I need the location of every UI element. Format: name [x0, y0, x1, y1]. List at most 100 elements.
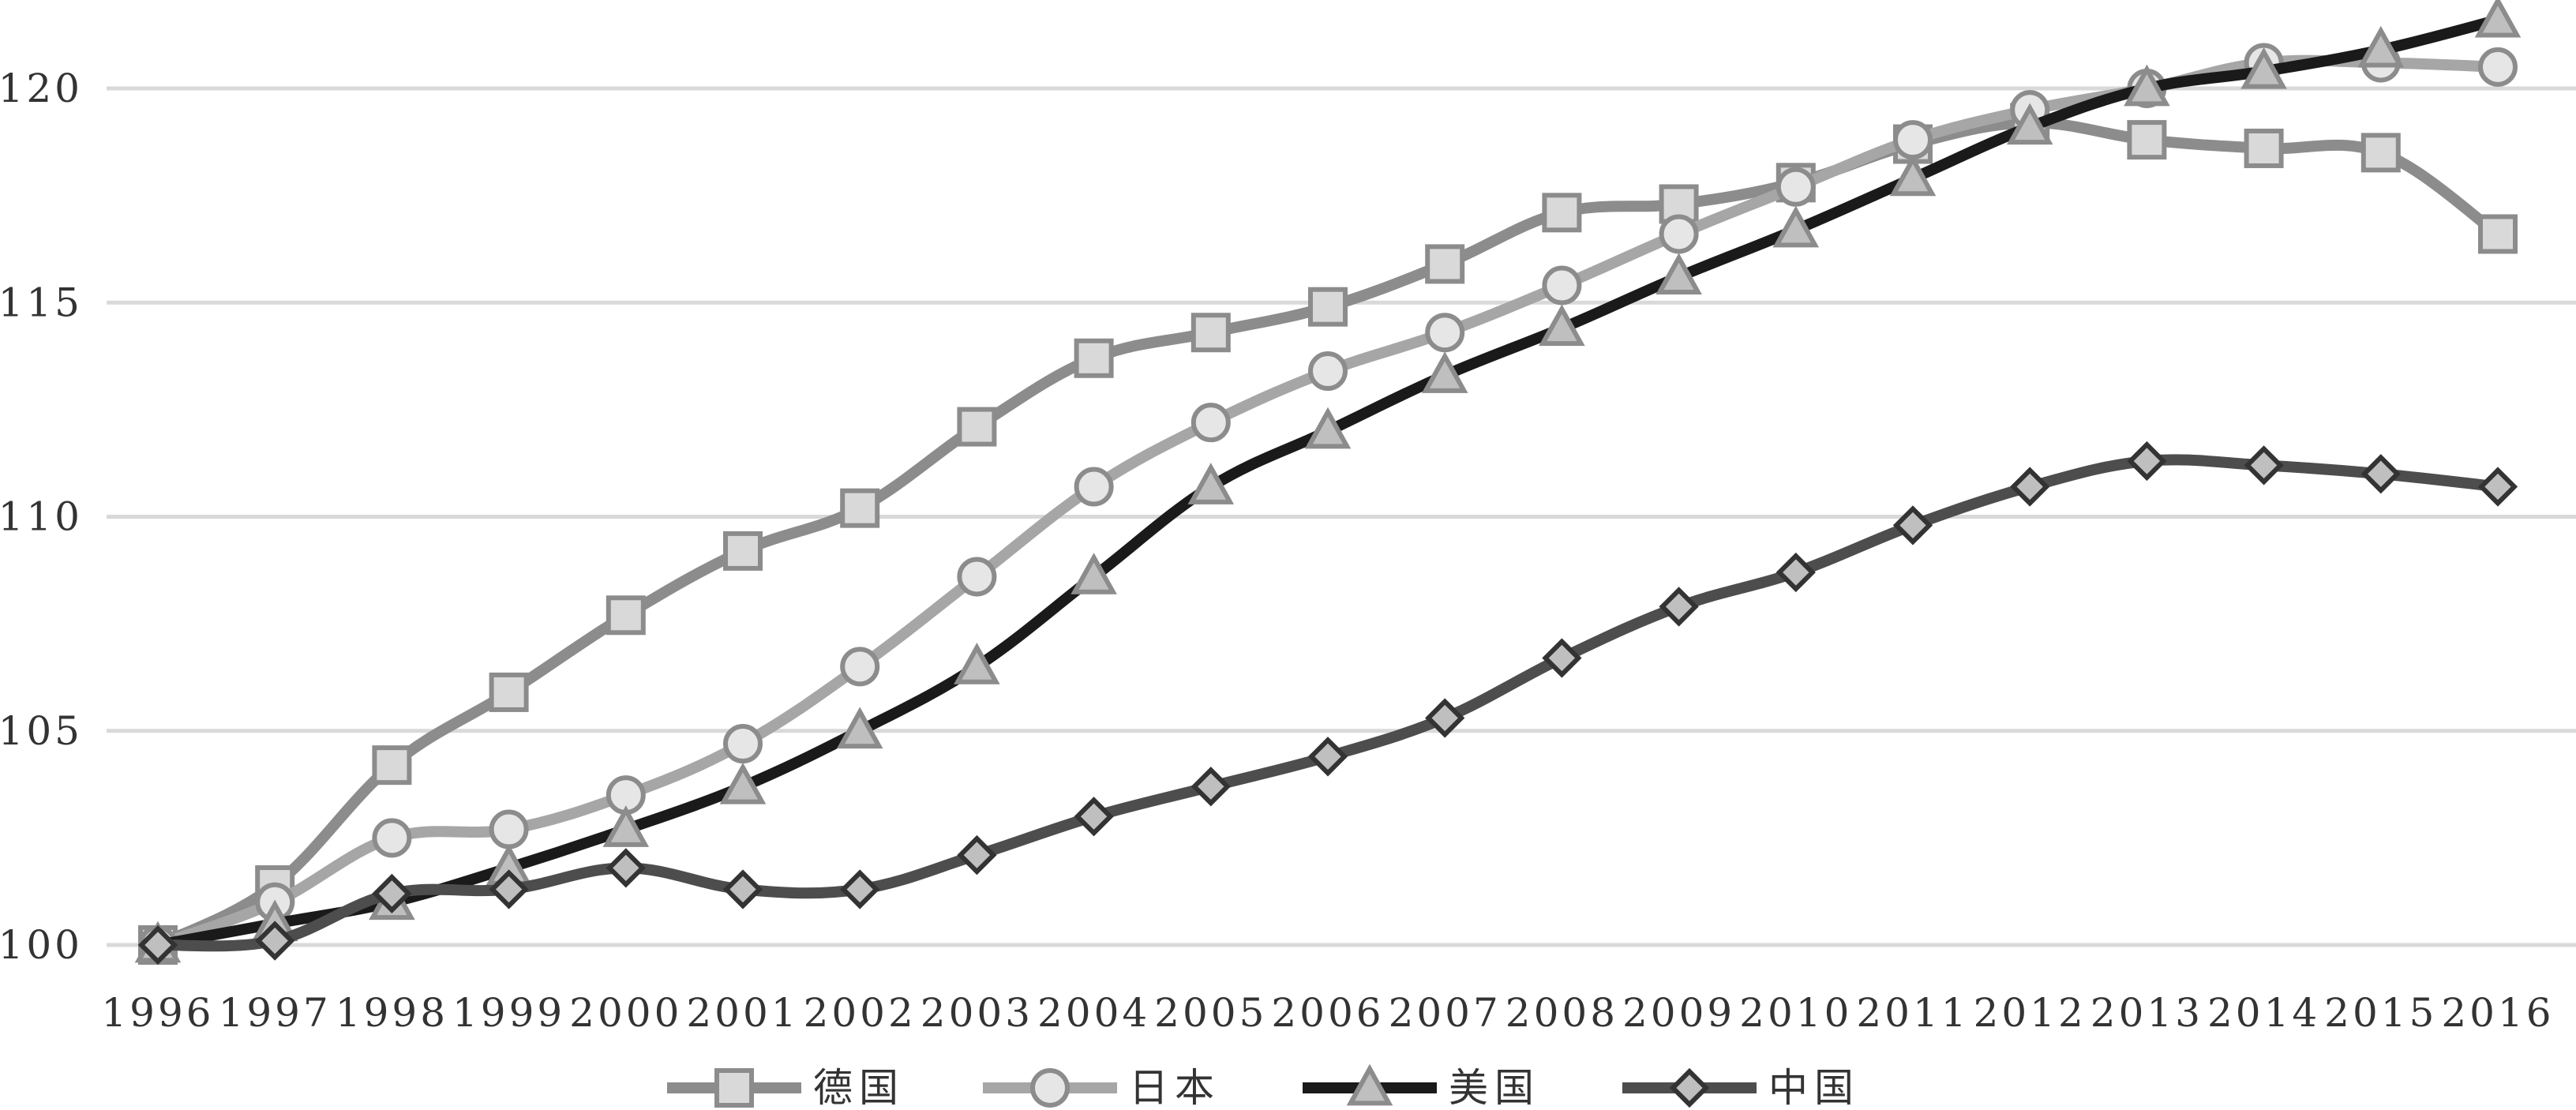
data-point: [2124, 64, 2170, 107]
data-point: [2244, 128, 2284, 168]
data-point: [255, 921, 295, 961]
y-tick-label: 105: [0, 708, 83, 754]
data-point: [1775, 167, 1816, 207]
x-tick-label: 2007: [1389, 990, 1502, 1036]
data-point: [602, 805, 650, 847]
x-tick-label: 1999: [452, 990, 565, 1036]
x-tick-label: 2002: [804, 990, 917, 1036]
legend-label: 美国: [1449, 1065, 1540, 1110]
data-point: [840, 488, 880, 528]
x-tick-label: 2003: [921, 990, 1033, 1036]
data-point: [2127, 441, 2167, 482]
data-point: [489, 672, 529, 712]
data-point: [1893, 120, 1933, 160]
x-tick-label: 2011: [1856, 990, 1969, 1036]
legend-label: 日本: [1129, 1065, 1221, 1110]
data-point: [836, 707, 883, 749]
data-point: [606, 595, 646, 636]
data-point: [1542, 265, 1582, 306]
x-tick-label: 2004: [1037, 990, 1150, 1036]
x-tick-label: 2008: [1505, 990, 1618, 1036]
data-point: [2244, 445, 2284, 486]
data-point: [2127, 120, 2167, 160]
x-tick-label: 2009: [1622, 990, 1735, 1036]
x-tick-label: 1998: [336, 990, 448, 1036]
legend-label: 中国: [1768, 1065, 1860, 1110]
data-point: [1074, 797, 1114, 837]
data-point: [1191, 403, 1231, 443]
data-point: [1191, 313, 1231, 353]
x-tick-label: 2012: [1974, 990, 2087, 1036]
x-tick-label: 2005: [1154, 990, 1267, 1036]
data-point: [1425, 313, 1465, 353]
data-point: [1655, 253, 1702, 295]
data-point: [840, 869, 880, 909]
data-point: [1308, 351, 1348, 392]
data-point: [957, 557, 997, 597]
data-point: [489, 869, 529, 909]
data-point: [1074, 467, 1114, 507]
y-tick-label: 100: [0, 922, 83, 968]
data-point: [1307, 737, 1348, 777]
legend-item: 美国: [1303, 1063, 1540, 1110]
data-point: [1304, 407, 1352, 449]
data-point: [2240, 47, 2287, 89]
data-point: [1659, 214, 1699, 254]
y-tick-label: 115: [0, 279, 83, 325]
data-point: [1542, 638, 1582, 678]
data-point: [954, 642, 1000, 684]
legend-item: 德国: [667, 1065, 898, 1110]
legend-marker: [714, 1068, 754, 1108]
data-point: [2357, 25, 2405, 68]
x-tick-label: 1997: [219, 990, 332, 1036]
x-tick-label: 1996: [101, 990, 214, 1036]
data-point: [1191, 767, 1231, 807]
data-point: [1775, 552, 1816, 593]
data-point: [2478, 214, 2518, 254]
data-point: [1539, 304, 1585, 347]
data-point: [723, 531, 763, 571]
data-point: [1425, 244, 1465, 284]
data-point: [606, 848, 646, 888]
data-point: [2478, 47, 2518, 87]
data-point: [722, 869, 763, 909]
legend: 德国 日本 美国 中国: [667, 1063, 1860, 1110]
data-point: [1187, 463, 1235, 504]
legend-item: 日本: [983, 1065, 1221, 1110]
x-axis-tick-labels: 1996 1997 1998 1999 2000 2001 2002 2003 2004 2005…: [101, 990, 2551, 1036]
data-point: [372, 873, 412, 914]
legend-item: 中国: [1622, 1065, 1860, 1110]
data-point: [1659, 587, 1699, 627]
data-point: [719, 762, 767, 804]
series-diamond: [137, 441, 2518, 966]
data-point: [1892, 505, 1933, 546]
legend-marker: [1669, 1067, 1710, 1108]
legend-marker: [1346, 1063, 1393, 1106]
data-point: [2474, 0, 2522, 38]
data-point: [1772, 205, 1820, 248]
y-tick-label: 120: [0, 66, 83, 111]
data-point: [372, 745, 412, 786]
x-tick-label: 2013: [2090, 990, 2203, 1036]
data-point: [2006, 103, 2053, 145]
data-point: [1421, 351, 1468, 393]
x-tick-label: 2010: [1739, 990, 1852, 1036]
data-point: [2477, 467, 2518, 507]
data-point: [1308, 287, 1348, 327]
data-point: [957, 407, 997, 447]
x-tick-label: 2006: [1271, 990, 1384, 1036]
y-tick-label: 110: [0, 494, 83, 540]
y-axis-tick-labels: 100 105 110 115 120: [0, 66, 83, 968]
data-point: [840, 647, 880, 687]
series-circle: [138, 43, 2518, 965]
data-point: [1425, 698, 1465, 738]
data-point: [957, 834, 997, 876]
data-point: [2010, 467, 2050, 507]
data-point: [2360, 133, 2401, 173]
data-point: [489, 809, 529, 849]
data-point: [137, 924, 178, 966]
x-tick-label: 2015: [2324, 990, 2437, 1036]
series-triangle: [134, 0, 2522, 963]
legend-marker: [1030, 1068, 1070, 1108]
